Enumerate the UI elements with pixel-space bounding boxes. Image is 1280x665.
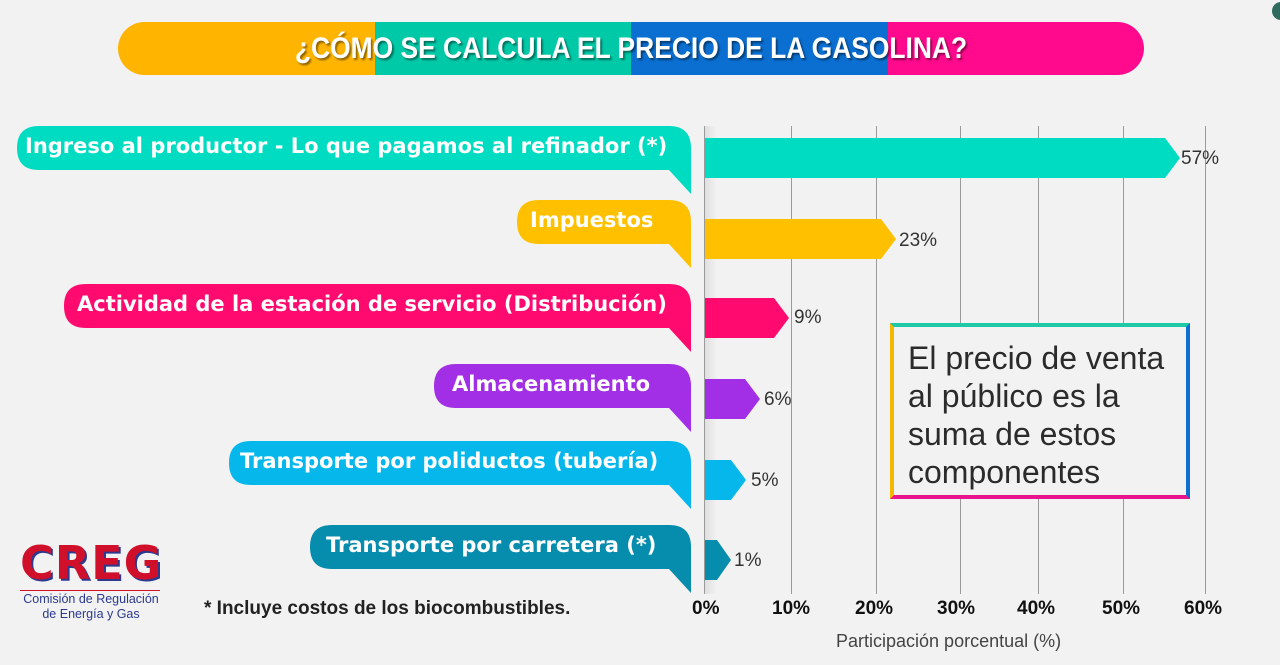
x-axis-label: Participación porcentual (%) — [836, 631, 1062, 651]
creg-logo: CREG Comisión de Regulación de Energía y… — [18, 540, 164, 624]
category-label-text: Transporte por poliductos (tubería) — [240, 449, 659, 473]
category-label-text: Transporte por carretera (*) — [326, 533, 657, 557]
gridline-0 — [704, 126, 705, 594]
bar-productor — [705, 138, 1185, 183]
x-tick: 60% — [1184, 598, 1223, 619]
gridline-20 — [876, 126, 877, 594]
speech-bubble-shape — [310, 525, 691, 593]
speech-bubble-shape — [64, 284, 691, 352]
annotation-box: El precio de venta al público es la suma… — [890, 323, 1190, 499]
title-banner — [118, 22, 1144, 75]
bar-value-label: 9% — [794, 307, 822, 328]
category-label-text: Almacenamiento — [452, 372, 651, 396]
bar-value-label: 57% — [1181, 148, 1220, 169]
x-tick: 40% — [1017, 598, 1056, 619]
bar-estacion — [705, 298, 795, 343]
bar-value-label: 6% — [764, 389, 792, 410]
x-tick: 0% — [692, 598, 720, 619]
title-segment-magenta — [887, 22, 1144, 75]
speech-bubble-shape — [517, 200, 691, 268]
speech-bubble-shape — [229, 441, 691, 509]
annotation-text: El precio de venta al público es la suma… — [908, 340, 1165, 490]
logo-subtitle: Comisión de Regulación de Energía y Gas — [18, 592, 164, 622]
bar-carretera — [705, 540, 735, 585]
corner-circle-icon — [1272, 2, 1280, 20]
x-tick: 30% — [937, 598, 976, 619]
bar-impuestos — [705, 219, 905, 264]
category-label-text: Actividad de la estación de servicio (Di… — [77, 292, 667, 316]
chart-title: ¿CÓMO SE CALCULA EL PRECIO DE LA GASOLIN… — [294, 31, 968, 65]
x-tick: 10% — [772, 598, 811, 619]
footnote: * Incluye costos de los biocombustibles. — [204, 598, 571, 619]
x-tick: 50% — [1102, 598, 1141, 619]
speech-bubble-shape — [17, 126, 691, 194]
logo-subtitle-line2: de Energía y Gas — [42, 607, 140, 621]
logo-divider — [20, 590, 160, 591]
bar-poliductos — [705, 460, 750, 505]
logo-wordmark: CREG — [20, 536, 163, 590]
bar-value-label: 23% — [899, 230, 938, 251]
title-segment-yellow — [118, 22, 375, 75]
bar-value-label: 1% — [734, 550, 762, 571]
bar-almacenamiento — [705, 379, 765, 424]
x-tick: 20% — [855, 598, 894, 619]
title-segment-teal — [374, 22, 631, 75]
logo-subtitle-line1: Comisión de Regulación — [23, 592, 159, 606]
gridline-60 — [1205, 126, 1206, 594]
axis-shadow — [705, 126, 717, 594]
gridline-10 — [791, 126, 792, 594]
category-label-text: Impuestos — [530, 208, 654, 232]
category-label-text: Ingreso al productor - Lo que pagamos al… — [25, 134, 668, 158]
title-segment-blue — [631, 22, 888, 75]
speech-bubble-shape — [434, 364, 691, 432]
bar-value-label: 5% — [751, 470, 779, 491]
